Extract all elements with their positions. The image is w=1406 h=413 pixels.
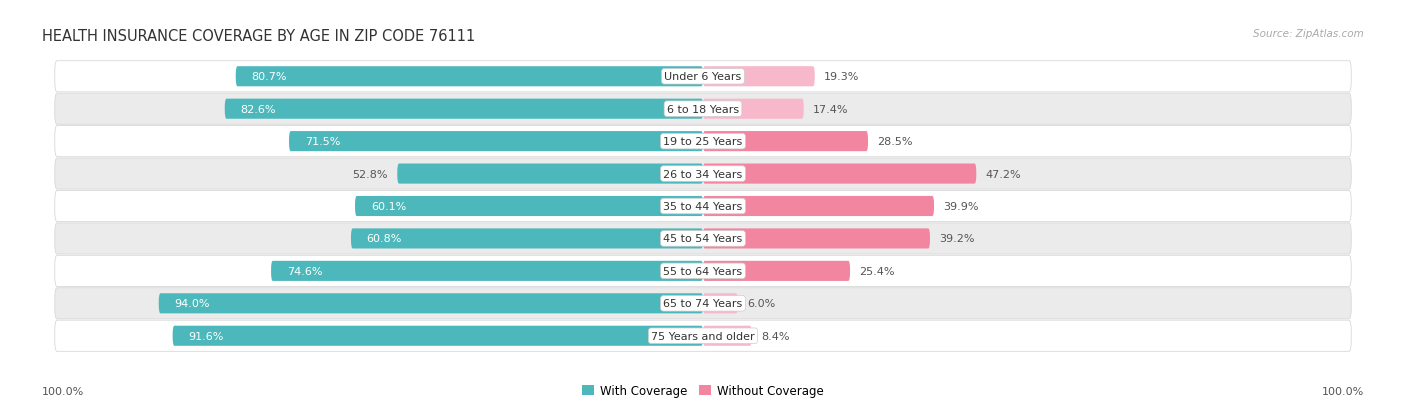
Text: 60.1%: 60.1% xyxy=(371,202,406,211)
FancyBboxPatch shape xyxy=(225,100,703,119)
Text: 75 Years and older: 75 Years and older xyxy=(651,331,755,341)
Text: 55 to 64 Years: 55 to 64 Years xyxy=(664,266,742,276)
Text: 91.6%: 91.6% xyxy=(188,331,224,341)
FancyBboxPatch shape xyxy=(398,164,703,184)
Text: 35 to 44 Years: 35 to 44 Years xyxy=(664,202,742,211)
Text: HEALTH INSURANCE COVERAGE BY AGE IN ZIP CODE 76111: HEALTH INSURANCE COVERAGE BY AGE IN ZIP … xyxy=(42,29,475,44)
Text: 39.2%: 39.2% xyxy=(939,234,974,244)
FancyBboxPatch shape xyxy=(703,261,851,281)
FancyBboxPatch shape xyxy=(55,62,1351,93)
Text: 82.6%: 82.6% xyxy=(240,104,276,114)
Text: 100.0%: 100.0% xyxy=(1322,387,1364,396)
FancyBboxPatch shape xyxy=(236,67,703,87)
Text: Under 6 Years: Under 6 Years xyxy=(665,72,741,82)
FancyBboxPatch shape xyxy=(352,229,703,249)
FancyBboxPatch shape xyxy=(703,100,804,119)
Text: 94.0%: 94.0% xyxy=(174,299,209,309)
Text: 47.2%: 47.2% xyxy=(986,169,1021,179)
FancyBboxPatch shape xyxy=(55,288,1351,319)
Text: 71.5%: 71.5% xyxy=(305,137,340,147)
FancyBboxPatch shape xyxy=(703,132,868,152)
FancyBboxPatch shape xyxy=(703,229,929,249)
FancyBboxPatch shape xyxy=(55,223,1351,254)
Text: 52.8%: 52.8% xyxy=(353,169,388,179)
FancyBboxPatch shape xyxy=(703,326,752,346)
FancyBboxPatch shape xyxy=(159,294,703,313)
FancyBboxPatch shape xyxy=(356,197,703,216)
FancyBboxPatch shape xyxy=(271,261,703,281)
Text: 100.0%: 100.0% xyxy=(42,387,84,396)
Text: 65 to 74 Years: 65 to 74 Years xyxy=(664,299,742,309)
Text: 19 to 25 Years: 19 to 25 Years xyxy=(664,137,742,147)
FancyBboxPatch shape xyxy=(55,191,1351,222)
FancyBboxPatch shape xyxy=(703,197,934,216)
FancyBboxPatch shape xyxy=(703,294,738,313)
Text: 26 to 34 Years: 26 to 34 Years xyxy=(664,169,742,179)
Text: 45 to 54 Years: 45 to 54 Years xyxy=(664,234,742,244)
FancyBboxPatch shape xyxy=(703,164,976,184)
FancyBboxPatch shape xyxy=(703,67,814,87)
FancyBboxPatch shape xyxy=(55,159,1351,190)
Text: 28.5%: 28.5% xyxy=(877,137,912,147)
FancyBboxPatch shape xyxy=(55,320,1351,351)
Text: 74.6%: 74.6% xyxy=(287,266,322,276)
Text: 6.0%: 6.0% xyxy=(747,299,776,309)
FancyBboxPatch shape xyxy=(55,126,1351,157)
FancyBboxPatch shape xyxy=(290,132,703,152)
Text: 60.8%: 60.8% xyxy=(367,234,402,244)
Text: Source: ZipAtlas.com: Source: ZipAtlas.com xyxy=(1253,29,1364,39)
Text: 19.3%: 19.3% xyxy=(824,72,859,82)
Text: 80.7%: 80.7% xyxy=(252,72,287,82)
Text: 6 to 18 Years: 6 to 18 Years xyxy=(666,104,740,114)
Text: 25.4%: 25.4% xyxy=(859,266,896,276)
Text: 17.4%: 17.4% xyxy=(813,104,849,114)
FancyBboxPatch shape xyxy=(55,94,1351,125)
FancyBboxPatch shape xyxy=(55,256,1351,287)
Legend: With Coverage, Without Coverage: With Coverage, Without Coverage xyxy=(578,379,828,401)
Text: 8.4%: 8.4% xyxy=(761,331,790,341)
Text: 39.9%: 39.9% xyxy=(943,202,979,211)
FancyBboxPatch shape xyxy=(173,326,703,346)
